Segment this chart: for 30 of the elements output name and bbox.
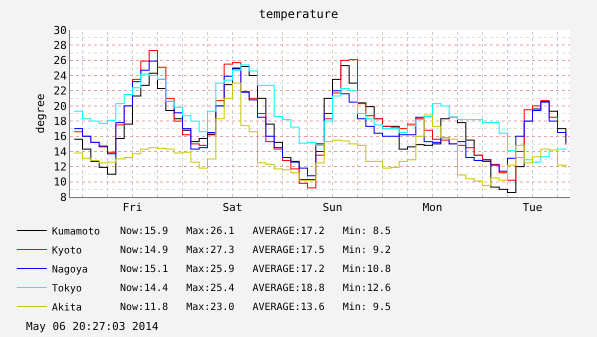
x-tick-label: Sun — [322, 201, 342, 214]
legend-label: Tokyo — [52, 283, 82, 294]
x-tick-label: Tue — [522, 201, 542, 214]
y-tick-label: 22 — [54, 84, 67, 98]
y-tick-label: 28 — [54, 39, 67, 52]
text: Now:15.9 Max:26.1 AVERAGE:17.2 Min: 8.5 — [120, 226, 391, 237]
legend-label: Kumamoto — [52, 226, 100, 238]
text: Now:11.8 Max:23.0 AVERAGE:13.6 Min: 9.5 — [120, 302, 391, 313]
y-tick-label: 12 — [54, 160, 67, 174]
y-axis-title: degree — [34, 94, 48, 134]
text: May 06 20:27:03 2014 — [26, 320, 159, 333]
legend-label: Nagoya — [52, 264, 88, 276]
text: Now:14.9 Max:27.3 AVERAGE:17.5 Min: 9.2 — [120, 245, 391, 256]
x-tick-label: Mon — [422, 201, 442, 214]
y-tick-label: 8 — [60, 190, 67, 204]
chart-title: temperature — [258, 7, 338, 22]
y-tick-label: 10 — [54, 176, 67, 189]
y-tick-label: 20 — [54, 100, 67, 113]
x-tick-label: Sat — [222, 201, 242, 214]
y-tick-label: 26 — [54, 54, 67, 68]
y-tick-label: 30 — [54, 24, 67, 37]
y-tick-label: 14 — [54, 145, 68, 158]
y-tick-label: 24 — [54, 69, 68, 82]
y-tick-label: 18 — [54, 114, 67, 128]
y-tick-label: 16 — [54, 130, 67, 144]
legend-label: Akita — [52, 302, 82, 314]
legend-label: Kyoto — [52, 245, 82, 256]
text: Now:15.1 Max:25.9 AVERAGE:17.2 Min:10.8 — [120, 264, 391, 275]
text: Now:14.4 Max:25.4 AVERAGE:18.8 Min:12.6 — [120, 283, 391, 294]
x-tick-label: Fri — [122, 201, 142, 214]
